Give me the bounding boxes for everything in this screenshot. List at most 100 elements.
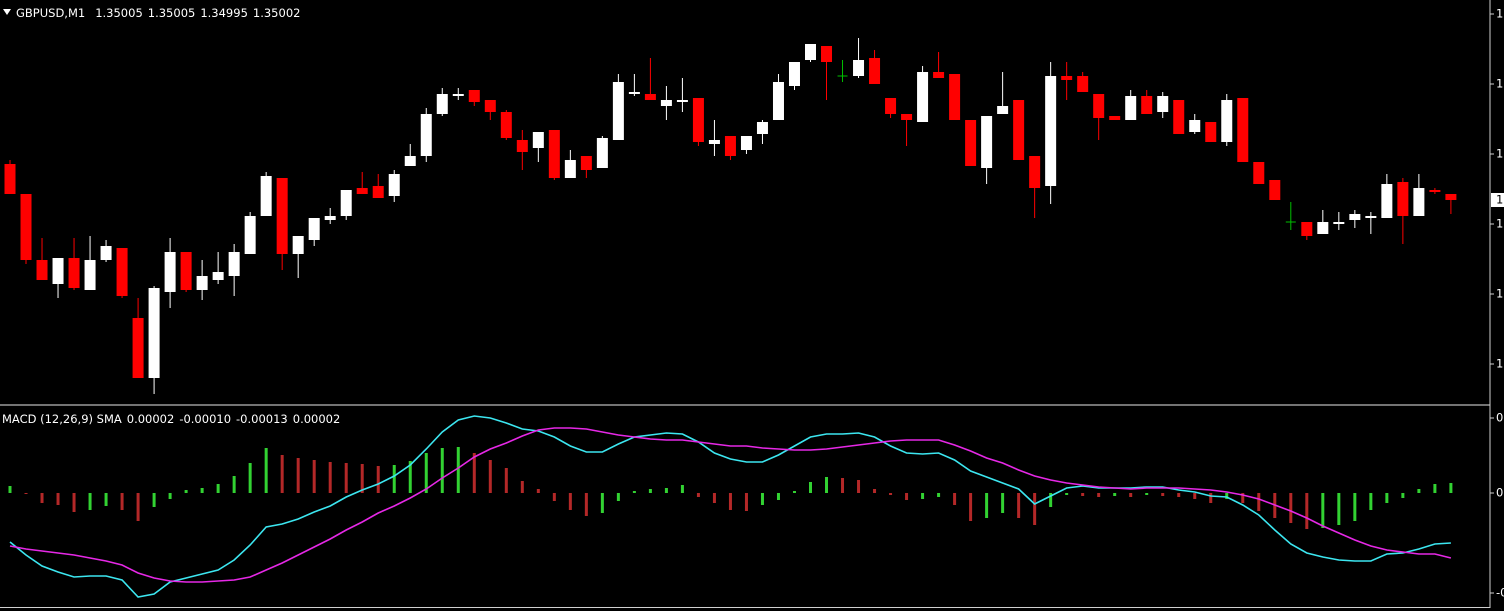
candle-body xyxy=(1301,222,1313,236)
low-value: 1.34995 xyxy=(200,6,248,20)
histogram-bar xyxy=(873,489,877,493)
histogram-bar xyxy=(841,478,845,493)
histogram-bar xyxy=(857,480,861,493)
histogram-bar xyxy=(1241,493,1245,503)
histogram-bar xyxy=(1417,489,1421,493)
histogram-bar xyxy=(1081,493,1085,496)
histogram-bar xyxy=(392,465,396,493)
histogram-bar xyxy=(1097,493,1101,497)
histogram-bar xyxy=(1065,493,1069,495)
histogram-bar xyxy=(88,493,92,510)
candle-body xyxy=(660,100,672,106)
candle-body xyxy=(1093,94,1105,118)
candle-body xyxy=(1381,184,1393,218)
candle-body xyxy=(1173,100,1185,134)
histogram-bar xyxy=(712,493,716,503)
y-tick-label: 1 xyxy=(1496,7,1503,21)
histogram-bar xyxy=(120,493,124,510)
candle-body xyxy=(692,98,704,142)
histogram-bar xyxy=(969,493,973,521)
histogram-bar xyxy=(328,462,332,493)
candle-body xyxy=(756,122,768,134)
histogram-bar xyxy=(1257,493,1261,511)
candle-body xyxy=(244,216,256,254)
histogram-bar xyxy=(1033,493,1037,525)
candle-body xyxy=(1269,180,1281,200)
histogram-bar xyxy=(809,482,812,493)
histogram-bar xyxy=(520,481,524,493)
histogram-bar xyxy=(696,493,700,497)
candle-body xyxy=(516,140,528,152)
histogram-bar xyxy=(136,493,140,521)
candle-body xyxy=(933,72,945,78)
histogram-bar xyxy=(1449,483,1453,493)
histogram-bar xyxy=(1225,493,1229,499)
candle-body xyxy=(805,44,816,60)
candle-body xyxy=(420,114,432,156)
candle-body xyxy=(20,194,32,260)
candle-body xyxy=(981,116,993,168)
candle-body xyxy=(1125,96,1137,120)
histogram-bar xyxy=(728,493,732,510)
histogram-bar xyxy=(953,493,957,505)
histogram-bar xyxy=(648,489,652,493)
histogram-bar xyxy=(376,466,380,493)
open-value: 1.35005 xyxy=(95,6,143,20)
candle-body xyxy=(532,132,544,148)
histogram-bar xyxy=(792,491,796,493)
candle-body xyxy=(1429,190,1441,192)
histogram-bar xyxy=(937,493,941,497)
histogram-bar xyxy=(408,461,412,493)
histogram-bar xyxy=(216,484,220,493)
histogram-bar xyxy=(8,486,12,493)
candle-body xyxy=(324,216,336,220)
candle-body xyxy=(308,218,320,240)
candle-body xyxy=(1013,100,1025,160)
histogram-bar xyxy=(504,468,508,493)
candle-body xyxy=(372,186,384,198)
high-value: 1.35005 xyxy=(148,6,196,20)
candle-body xyxy=(116,248,128,296)
y-tick-label: 1 xyxy=(1496,357,1503,371)
histogram-bar xyxy=(424,453,428,493)
candle-body xyxy=(148,288,160,378)
candle-body xyxy=(1413,188,1425,216)
histogram-bar xyxy=(1401,493,1405,498)
symbol: GBPUSD,M1 xyxy=(16,6,85,20)
histogram-bar xyxy=(248,463,252,493)
histogram-bar xyxy=(584,493,588,516)
candle-body xyxy=(1061,76,1073,80)
histogram-bar xyxy=(616,493,620,501)
status-value: -0.00010 xyxy=(179,412,231,426)
candle-body xyxy=(1141,96,1153,114)
histogram-bar xyxy=(1129,493,1133,497)
candle-body xyxy=(468,90,480,102)
close-value: 1.35002 xyxy=(253,6,301,20)
histogram-bar xyxy=(1289,493,1293,523)
candle-body xyxy=(196,276,208,290)
histogram-bar xyxy=(760,493,764,505)
histogram-bar xyxy=(600,493,604,513)
candle-body xyxy=(1365,216,1377,218)
histogram-bar xyxy=(72,493,76,512)
candle-body xyxy=(276,178,288,254)
histogram-bar xyxy=(536,489,540,493)
histogram-bar xyxy=(168,493,172,499)
candle-body xyxy=(1445,194,1457,200)
candle-body xyxy=(1029,156,1041,188)
candle-body xyxy=(1317,222,1329,234)
candle-body xyxy=(164,252,176,292)
histogram-bar xyxy=(1433,484,1437,493)
candle-body xyxy=(997,106,1009,114)
candle-body xyxy=(676,100,688,102)
menu-triangle[interactable] xyxy=(3,9,11,15)
candle-body xyxy=(4,164,16,194)
y-tick-label: 0 xyxy=(1496,486,1503,500)
indicator-name: MACD (12,26,9) SMA xyxy=(2,412,122,426)
histogram-bar xyxy=(488,460,492,493)
histogram-bar xyxy=(568,493,572,510)
histogram-bar xyxy=(1305,493,1309,529)
candle-body xyxy=(949,74,961,120)
y-tick-label: 1 xyxy=(1496,77,1503,91)
histogram-bar xyxy=(1049,493,1053,507)
